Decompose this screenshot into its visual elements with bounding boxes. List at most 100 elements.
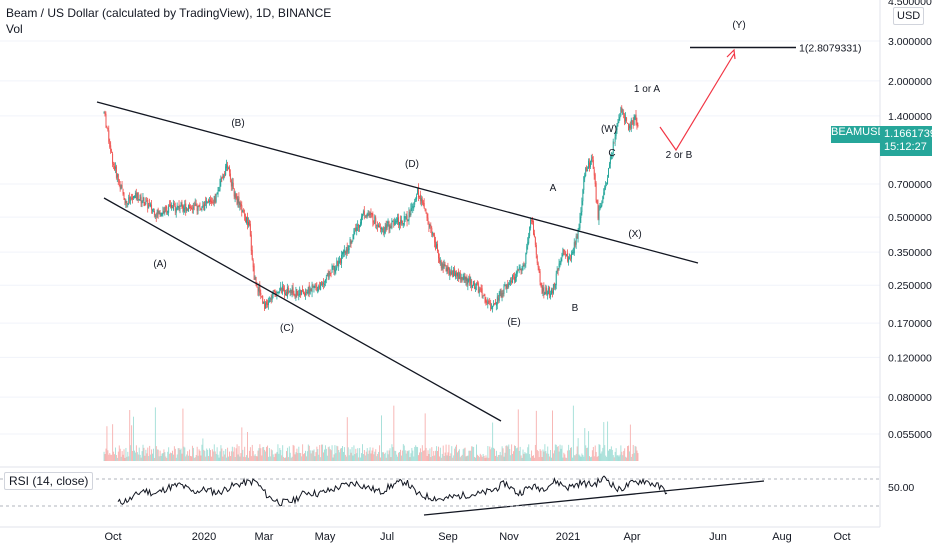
- candle-body: [397, 217, 399, 222]
- candle-body: [317, 289, 319, 293]
- candle-body: [634, 116, 636, 120]
- candle-body: [442, 263, 444, 269]
- volume-bar: [388, 450, 390, 461]
- volume-bar: [230, 451, 232, 461]
- volume-bar: [236, 444, 238, 461]
- candle-body: [589, 162, 590, 168]
- volume-bar: [211, 449, 213, 461]
- volume-bar: [360, 457, 362, 461]
- candle-body: [305, 292, 307, 294]
- volume-bar: [580, 456, 582, 461]
- volume-bar: [619, 454, 621, 461]
- currency-selector[interactable]: USD: [893, 7, 925, 25]
- candle-body: [326, 274, 328, 277]
- volume-bar: [313, 449, 315, 461]
- volume-bar: [357, 448, 359, 461]
- candle-body: [216, 193, 218, 195]
- candle-body: [280, 286, 282, 291]
- volume-bar: [570, 447, 571, 461]
- candle-body: [323, 282, 324, 285]
- volume-bar: [442, 445, 444, 461]
- volume-bar: [406, 450, 408, 461]
- candle-body: [322, 283, 324, 285]
- volume-bar: [266, 446, 267, 461]
- candle-body: [261, 296, 263, 298]
- volume-bar: [421, 445, 423, 461]
- candle-body: [597, 203, 599, 219]
- candles: [103, 105, 639, 313]
- volume-bar: [110, 454, 112, 461]
- candle-body: [353, 231, 355, 236]
- volume-bar: [159, 450, 161, 461]
- candle-body: [143, 197, 145, 206]
- volume-bar: [529, 454, 531, 461]
- volume-bar: [628, 445, 629, 461]
- volume-bars: [103, 405, 639, 461]
- volume-bar: [222, 456, 224, 461]
- volume-bar: [229, 451, 230, 461]
- volume-bar: [396, 454, 398, 461]
- volume-bar: [533, 455, 534, 461]
- volume-bar: [503, 456, 505, 461]
- volume-bar: [427, 450, 429, 461]
- candle-body: [295, 288, 297, 298]
- x-axis[interactable]: Oct 2020 Mar May Jul Sep Nov 2021 Apr Jun Aug Oct: [0, 526, 880, 543]
- volume-bar: [169, 453, 171, 461]
- volume-bar: [443, 455, 445, 461]
- candle-body: [229, 173, 231, 180]
- candle-body: [610, 154, 612, 159]
- volume-bar: [584, 428, 586, 461]
- candle-body: [527, 241, 529, 247]
- volume-bar: [349, 449, 351, 461]
- candle-body: [231, 181, 233, 187]
- volume-bar: [565, 457, 567, 461]
- candle-body: [505, 285, 507, 289]
- candle-body: [571, 253, 572, 259]
- candle-body: [321, 281, 323, 286]
- candle-body: [599, 206, 601, 211]
- candle-body: [193, 205, 195, 206]
- candle-body: [237, 198, 239, 204]
- candle-body: [538, 267, 540, 272]
- candle-body: [421, 199, 423, 204]
- candle-body: [452, 271, 454, 277]
- volume-bar: [417, 447, 419, 461]
- volume-bar: [344, 454, 346, 461]
- candle-body: [499, 290, 501, 294]
- candle-body: [473, 281, 475, 286]
- candle-body: [426, 213, 428, 219]
- candle-body: [382, 227, 384, 232]
- volume-bar: [213, 444, 215, 461]
- volume-bar: [326, 455, 328, 461]
- candle-body: [470, 279, 472, 284]
- volume-bar: [366, 448, 368, 461]
- volume-bar: [370, 453, 372, 461]
- candle-body: [174, 206, 176, 211]
- candle-body: [208, 200, 210, 203]
- candle-body: [154, 215, 156, 217]
- volume-bar: [152, 453, 153, 461]
- volume-bar: [318, 454, 320, 461]
- volume-bar: [566, 457, 568, 461]
- candle-body: [464, 276, 466, 280]
- volume-bar: [439, 447, 441, 461]
- volume-bar: [224, 454, 226, 461]
- wave-label: (A): [153, 259, 166, 270]
- wave-label: (E): [507, 317, 520, 328]
- candle-body: [381, 229, 383, 231]
- volume-bar: [122, 454, 124, 461]
- rsi-legend[interactable]: RSI (14, close): [4, 472, 94, 490]
- volume-bar: [312, 450, 314, 461]
- candle-body: [533, 220, 534, 235]
- candle-body: [228, 168, 229, 170]
- volume-bar: [602, 447, 604, 461]
- volume-bar: [221, 448, 223, 461]
- candle-body: [252, 259, 254, 268]
- candle-body: [486, 302, 488, 304]
- volume-bar: [451, 446, 453, 461]
- candle-body: [104, 113, 106, 115]
- candle-body: [620, 107, 622, 116]
- candle-body: [580, 211, 582, 219]
